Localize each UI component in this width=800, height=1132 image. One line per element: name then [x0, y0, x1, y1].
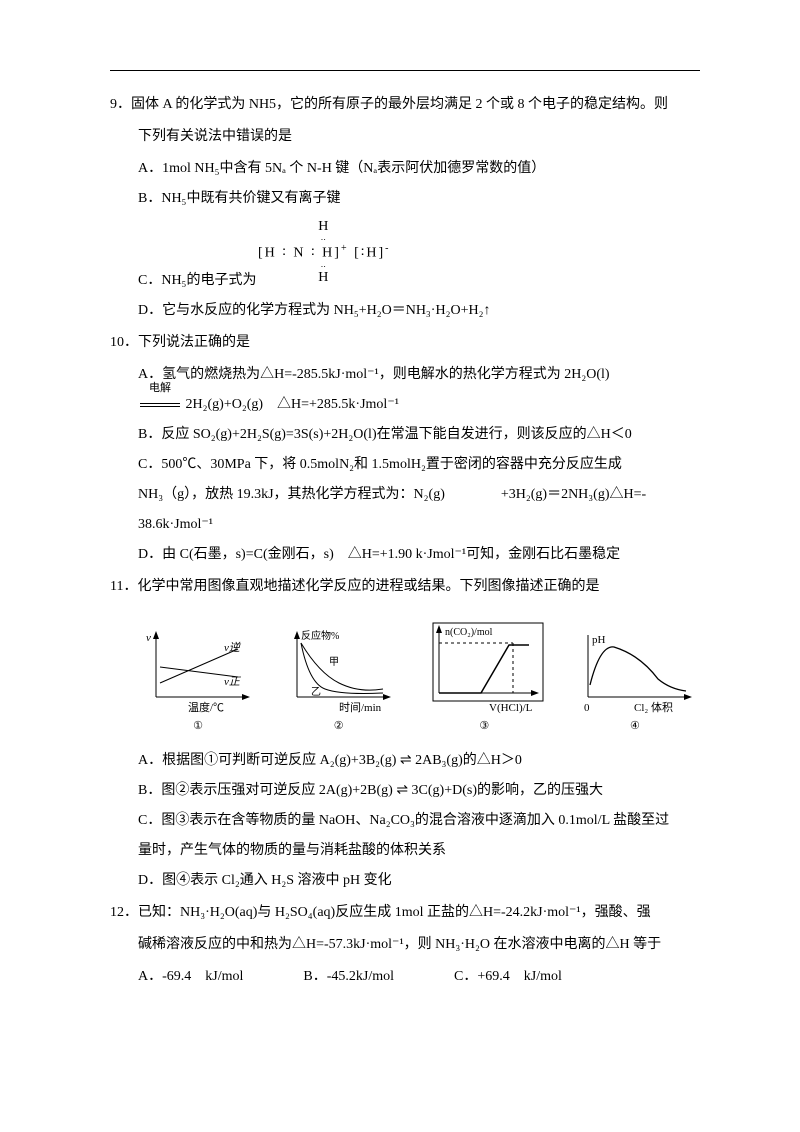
- q9-number: 9．: [110, 97, 131, 112]
- lewis-sup2: -: [385, 243, 390, 254]
- fig4-y: pH: [592, 634, 606, 646]
- q10-opt-c2: NH₃（g），放热 19.3kJ，其热化学方程式为：N₂(g) +3H₂(g)＝…: [110, 481, 700, 509]
- q12-stem1: 已知：NH₃·H₂O(aq)与 H₂SO₄(aq)反应生成 1mol 正盐的△H…: [138, 905, 651, 920]
- fig2-c2: 乙: [311, 686, 321, 698]
- lewis-sup1: +: [341, 243, 349, 254]
- fig4-x0: 0: [584, 702, 590, 714]
- q10-line: 10．下列说法正确的是: [110, 329, 700, 357]
- q11-opt-b: B．图②表示压强对可逆反应 2A(g)+2B(g) ⇌ 3C(g)+D(s)的影…: [110, 777, 700, 805]
- fig3-mark: ③: [419, 715, 549, 737]
- q11-opt-c1: C．图③表示在含等物质的量 NaOH、Na₂CO₃的混合溶液中逐滴加入 0.1m…: [110, 807, 700, 835]
- fig1-up: v逆: [224, 641, 242, 654]
- q9-opt-b: B．NH₅中既有共价键又有离子键: [110, 185, 700, 213]
- q11-opt-d: D．图④表示 Cl₂通入 H₂S 溶液中 pH 变化: [110, 867, 700, 895]
- q12-opt-c: C．+69.4 kJ/mol: [454, 963, 562, 991]
- fig2-x: 时间/min: [339, 701, 382, 714]
- fig1-dn: v正: [224, 676, 242, 688]
- fig2-y: 反应物%: [301, 629, 339, 642]
- lewis-mid-left: [H ∶ N ∶ H]: [258, 246, 341, 261]
- q10-opt-b: B．反应 SO₂(g)+2H₂S(g)=3S(s)+2H₂O(l)在常温下能自发…: [110, 421, 700, 449]
- q10-a2-right: 2H₂(g)+O₂(g) △H=+285.5k·Jmol⁻¹: [186, 397, 399, 412]
- q10-stem-text: 下列说法正确的是: [138, 335, 250, 350]
- lewis-top: H: [318, 219, 330, 234]
- q11-figures: v v逆 v正 温度/℃ ① 反应物% 甲 乙 时间/min ②: [138, 615, 700, 737]
- electrolysis-label: 电解: [138, 377, 182, 399]
- q11-opt-c2: 量时，产生气体的物质的量与消耗盐酸的体积关系: [110, 837, 700, 865]
- lewis-bot: H: [318, 270, 330, 285]
- q12-line2: 碱稀溶液反应的中和热为△H=-57.3kJ·mol⁻¹，则 NH₃·H₂O 在水…: [110, 931, 700, 959]
- q12-options: A．-69.4 kJ/mol B．-45.2kJ/mol C．+69.4 kJ/…: [110, 963, 700, 991]
- fig2-c1: 甲: [329, 657, 339, 668]
- q11-stem-text: 化学中常用图像直观地描述化学反应的进程或结果。下列图像描述正确的是: [137, 579, 599, 594]
- fig1-svg: v v逆 v正 温度/℃: [138, 625, 258, 715]
- fig4-svg: pH 0 Cl₂ 体积: [570, 625, 700, 715]
- q10-opt-c3: 38.6k·Jmol⁻¹: [110, 511, 700, 539]
- q12-opt-b: B．-45.2kJ/mol: [303, 963, 394, 991]
- q10-opt-a1: A．氢气的燃烧热为△H=-285.5kJ·mol⁻¹，则电解水的热化学方程式为 …: [110, 361, 700, 389]
- fig1-y: v: [146, 632, 151, 644]
- q9-lewis: H ‥ [H ∶ N ∶ H]+ [∶H]- ‥ H: [258, 219, 391, 285]
- double-line-icon: [140, 403, 180, 407]
- q11-line: 11．化学中常用图像直观地描述化学反应的进程或结果。下列图像描述正确的是: [110, 573, 700, 601]
- q10-opt-d: D．由 C(石墨，s)=C(金刚石，s) △H=+1.90 k·Jmol⁻¹可知…: [110, 541, 700, 569]
- q12-number: 12．: [110, 905, 138, 920]
- fig2-mark: ②: [279, 715, 399, 737]
- q10-number: 10．: [110, 335, 138, 350]
- fig3-svg: n(CO₂)/mol V(HCl)/L: [419, 615, 549, 715]
- q9-opt-a: A．1mol NH₅中含有 5Nₐ 个 N-H 键（Nₐ表示阿伏加德罗常数的值）: [110, 155, 700, 183]
- q9-opt-d: D．它与水反应的化学方程式为 NH₅+H₂O＝NH₃·H₂O+H₂↑: [110, 297, 700, 325]
- q10-opt-a2: 电解 2H₂(g)+O₂(g) △H=+285.5k·Jmol⁻¹: [110, 391, 700, 419]
- q10-opt-c1: C．500℃、30MPa 下，将 0.5molN₂和 1.5molH₂置于密闭的…: [110, 451, 700, 479]
- q9-stem-line2: 下列有关说法中错误的是: [110, 123, 700, 151]
- q11-number: 11．: [110, 579, 137, 594]
- fig1: v v逆 v正 温度/℃ ①: [138, 625, 258, 737]
- fig2: 反应物% 甲 乙 时间/min ②: [279, 625, 399, 737]
- q11-opt-a: A．根据图①可判断可逆反应 A₂(g)+3B₂(g) ⇌ 2AB₃(g)的△H＞…: [110, 747, 700, 775]
- fig4-mark: ④: [570, 715, 700, 737]
- fig3: n(CO₂)/mol V(HCl)/L ③: [419, 615, 549, 737]
- q9-stem1-text: 固体 A 的化学式为 NH5，它的所有原子的最外层均满足 2 个或 8 个电子的…: [131, 97, 668, 112]
- fig1-mark: ①: [138, 715, 258, 737]
- q12-opt-a: A．-69.4 kJ/mol: [138, 963, 243, 991]
- fig1-x: 温度/℃: [188, 700, 224, 714]
- fig3-x: V(HCl)/L: [489, 702, 533, 714]
- fig3-y: n(CO₂)/mol: [445, 627, 493, 638]
- q9-opt-c: C．NH₅的电子式为: [110, 267, 700, 295]
- fig4: pH 0 Cl₂ 体积 ④: [570, 625, 700, 737]
- fig4-xr: Cl₂ 体积: [634, 700, 673, 714]
- q9-stem-line1: 9．固体 A 的化学式为 NH5，它的所有原子的最外层均满足 2 个或 8 个电…: [110, 91, 700, 119]
- fig2-svg: 反应物% 甲 乙 时间/min: [279, 625, 399, 715]
- lewis-mid-right: [∶H]: [354, 246, 385, 261]
- q12-line1: 12．已知：NH₃·H₂O(aq)与 H₂SO₄(aq)反应生成 1mol 正盐…: [110, 899, 700, 927]
